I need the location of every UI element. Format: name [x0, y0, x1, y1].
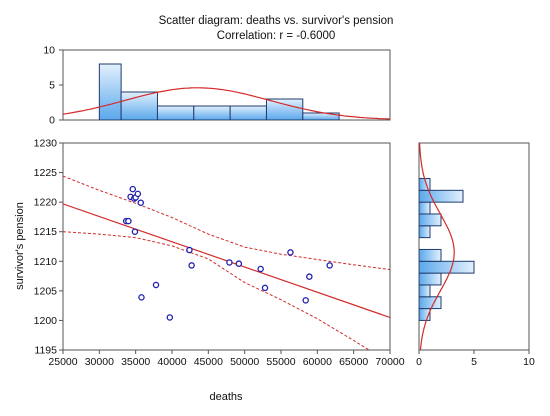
confidence-band-upper — [63, 175, 390, 271]
right-histogram-bar — [419, 225, 431, 239]
main-plot: 25000 30000 35000 40000 45000 50000 55000 60000… — [14, 138, 405, 404]
data-point — [261, 284, 269, 292]
top-histogram-bar — [156, 105, 195, 120]
top-histogram-bar — [98, 63, 122, 120]
right-histogram-bar — [419, 284, 431, 298]
data-point — [302, 297, 309, 304]
top-histogram-bar — [229, 105, 267, 120]
data-point — [188, 262, 195, 269]
data-point — [287, 249, 294, 256]
right-histogram-bar — [419, 272, 442, 286]
x-tick-label: 50000 — [230, 356, 259, 368]
data-point — [134, 190, 142, 198]
y-axis-label: survivor's pension — [14, 202, 26, 290]
x-tick-label: 35000 — [121, 356, 150, 368]
right-histogram-tick-label: 0 — [416, 356, 422, 368]
top-histogram-tick-label: 5 — [49, 80, 55, 92]
data-point — [226, 259, 233, 266]
top-histogram-tick-label: 10 — [43, 45, 55, 57]
y-tick-label: 1205 — [34, 285, 58, 297]
right-histogram-tick-label: 10 — [523, 356, 535, 368]
x-tick-label: 40000 — [157, 356, 186, 368]
x-axis-label: deaths — [209, 391, 243, 403]
top-histogram-tick-label: 0 — [49, 115, 55, 127]
top-histogram: 0 5 10 — [43, 45, 391, 127]
x-tick-label: 70000 — [375, 356, 404, 368]
right-histogram-bar — [419, 189, 464, 203]
x-tick-label: 25000 — [48, 356, 77, 368]
chart-title: Scatter diagram: deaths vs. survivor's p… — [159, 15, 394, 27]
data-point — [131, 228, 139, 235]
right-histogram-bar — [419, 213, 442, 227]
data-point — [235, 260, 243, 267]
x-tick-label: 60000 — [303, 356, 332, 368]
right-histogram-bar — [419, 248, 442, 262]
right-histogram-bar — [419, 260, 475, 274]
data-point — [306, 273, 313, 280]
data-point — [152, 281, 160, 289]
right-histogram-frame — [418, 142, 530, 351]
x-tick-label: 30000 — [85, 356, 114, 368]
y-tick-label: 1200 — [34, 315, 58, 327]
main-plot-frame — [62, 142, 391, 351]
data-point — [257, 265, 264, 273]
top-histogram-normal-curve — [63, 87, 390, 120]
y-tick-label: 1225 — [34, 167, 58, 179]
data-point — [186, 246, 193, 254]
y-tick-label: 1215 — [34, 226, 58, 238]
right-histogram-bar — [419, 201, 431, 215]
x-tick-label: 45000 — [194, 356, 223, 368]
x-tick-label: 55000 — [266, 356, 295, 368]
y-tick-label: 1230 — [34, 138, 58, 150]
data-point — [138, 294, 145, 301]
data-point — [137, 199, 145, 206]
y-tick-label: 1210 — [34, 256, 58, 268]
data-point — [129, 185, 137, 193]
confidence-band-lower — [63, 231, 370, 350]
data-point — [125, 217, 132, 225]
y-tick-label: 1220 — [34, 197, 58, 209]
y-tick-label: 1195 — [34, 345, 57, 357]
regression-line — [63, 203, 390, 319]
right-histogram-tick-label: 5 — [471, 356, 477, 368]
x-tick-label: 65000 — [339, 356, 368, 368]
right-histogram: 0 5 10 — [416, 142, 535, 368]
right-histogram-normal-curve — [419, 143, 455, 350]
data-point — [326, 262, 333, 269]
chart-subtitle: Correlation: r = -0.6000 — [217, 30, 336, 42]
top-histogram-bar — [193, 105, 231, 120]
top-histogram-bar — [265, 98, 304, 120]
data-point — [166, 314, 174, 321]
right-histogram-bar — [419, 296, 442, 310]
